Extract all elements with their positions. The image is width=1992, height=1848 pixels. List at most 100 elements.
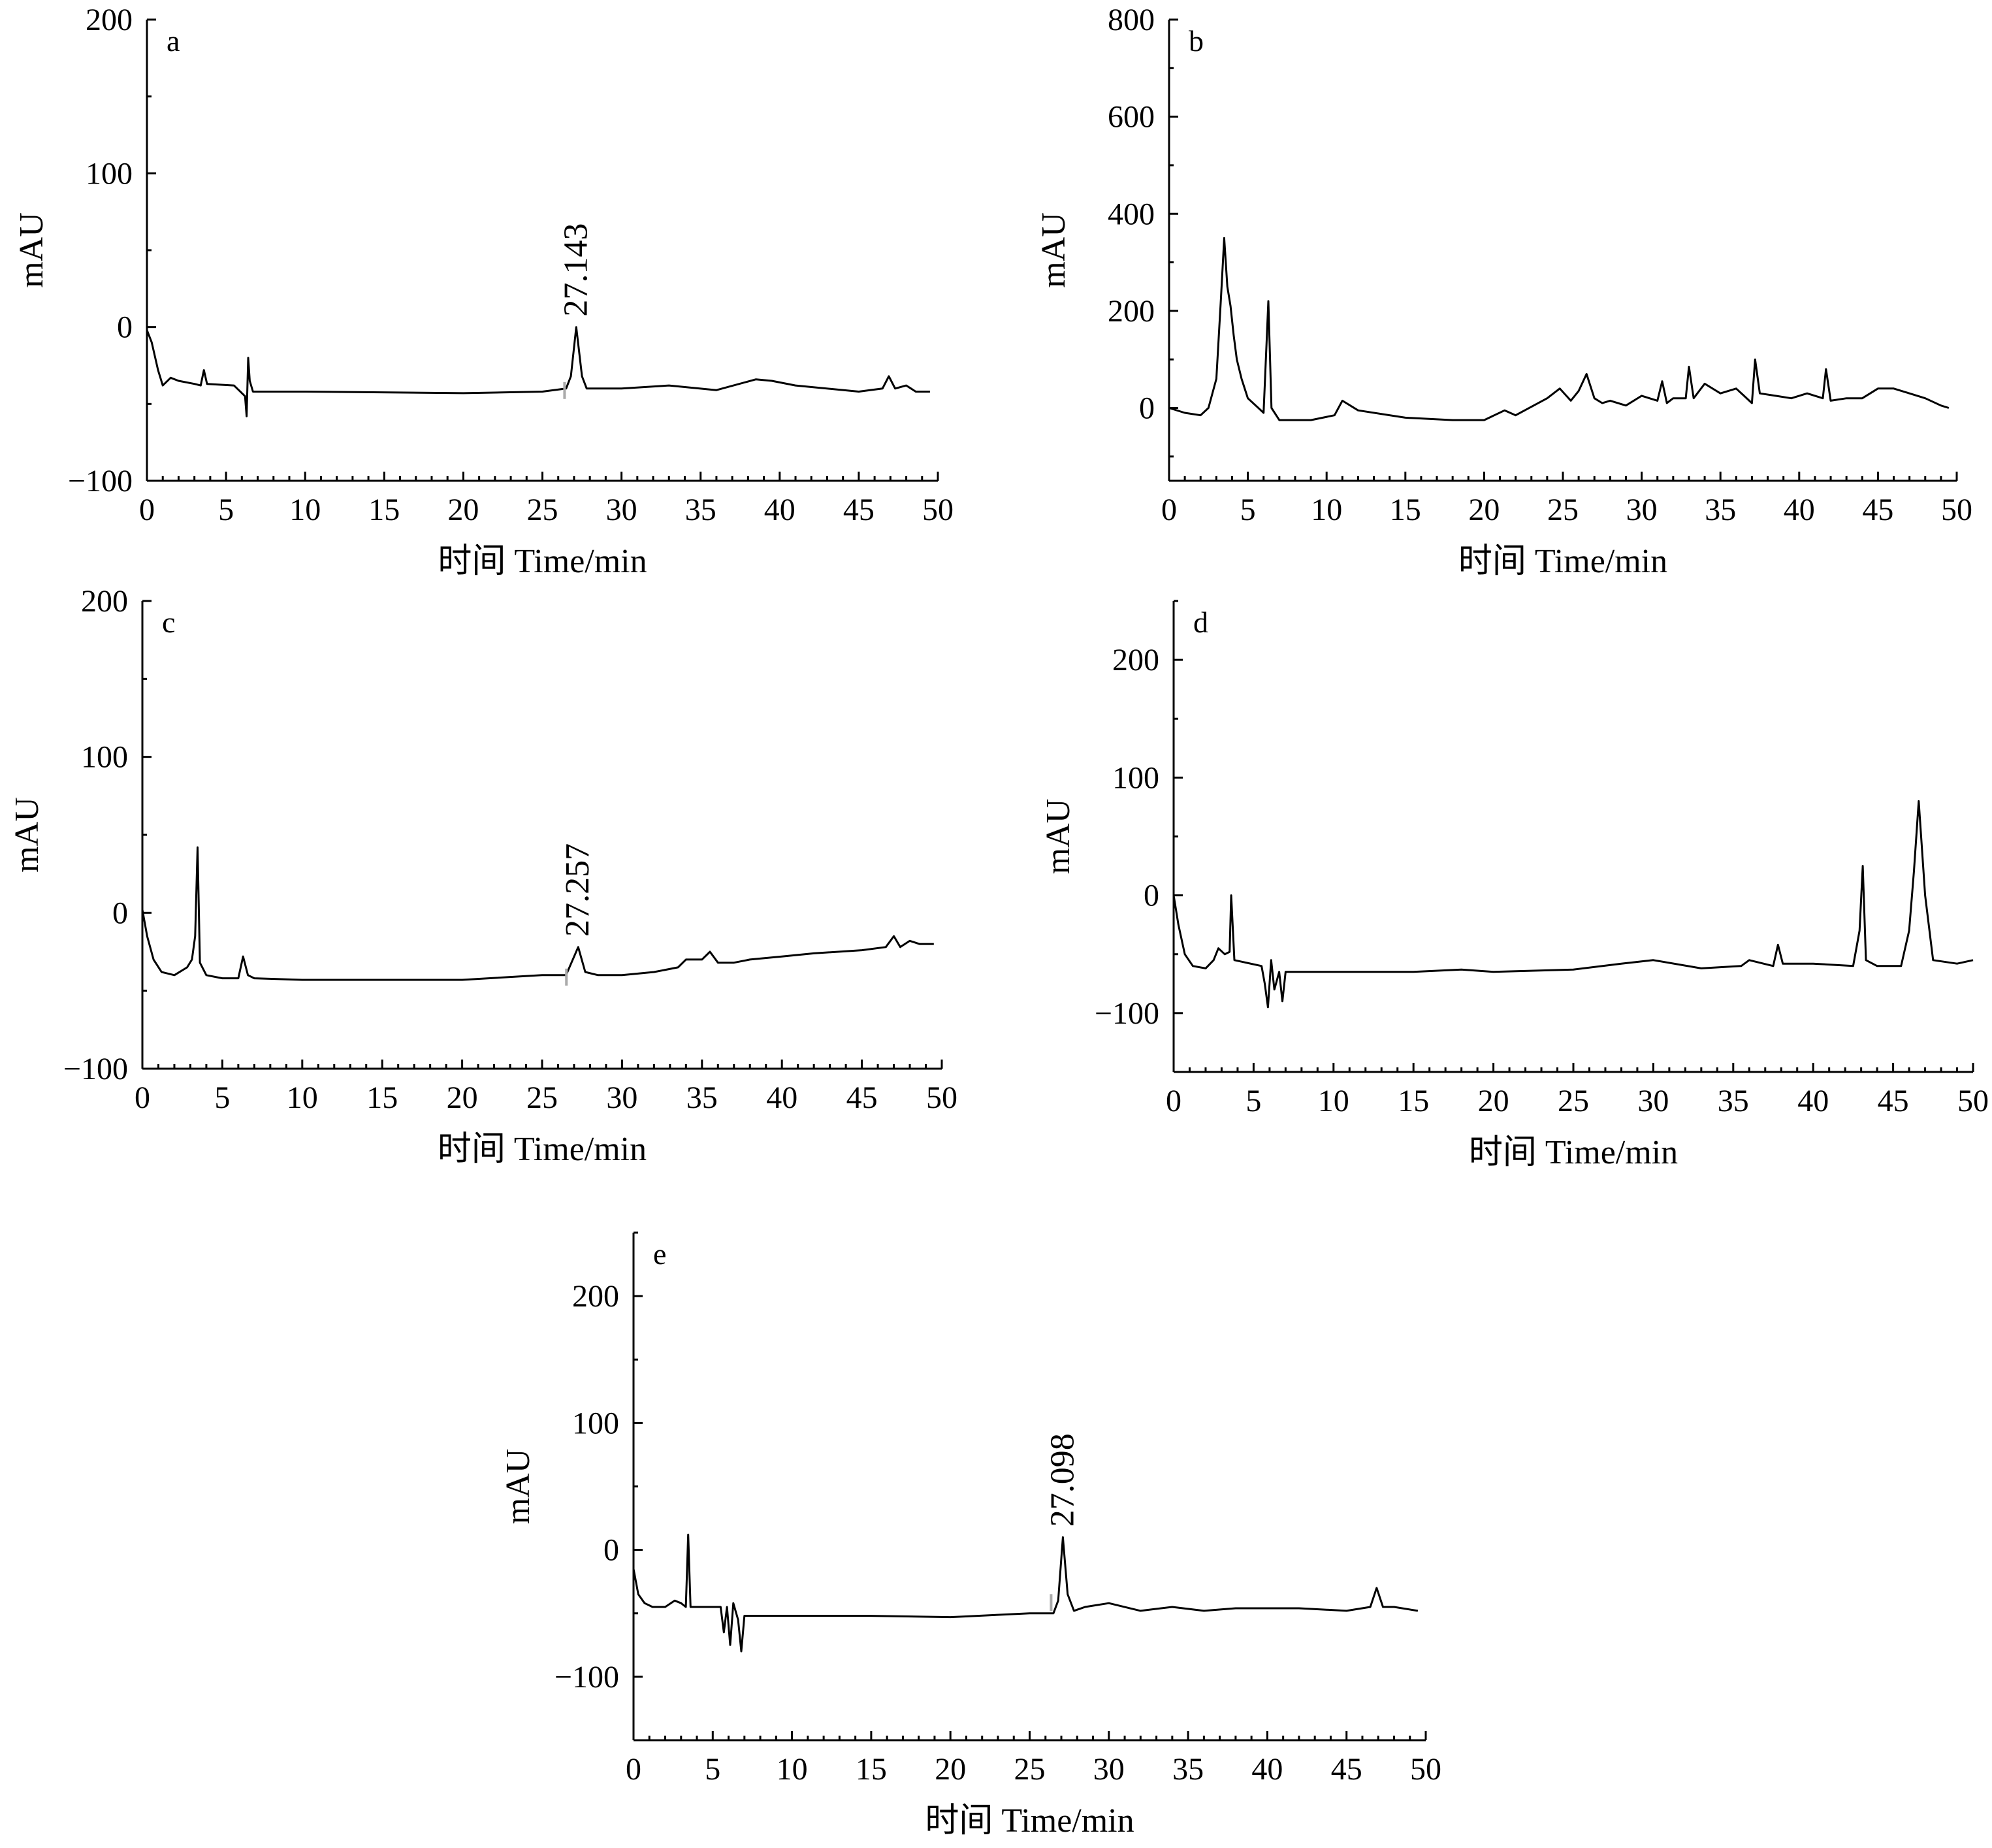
x-axis-title: 时间 Time/min <box>1458 543 1667 580</box>
x-tick-label: 35 <box>685 493 716 527</box>
x-tick-label: 20 <box>935 1752 966 1787</box>
x-tick-label: 50 <box>926 1080 957 1115</box>
x-tick-label: 15 <box>1390 493 1421 527</box>
x-tick-label: 10 <box>1318 1084 1349 1118</box>
y-tick-label: 200 <box>1112 643 1159 677</box>
x-tick-label: 40 <box>1251 1752 1283 1787</box>
y-tick-label: 100 <box>1112 760 1159 795</box>
y-tick-label: 100 <box>81 740 128 775</box>
x-tick-label: 20 <box>1478 1084 1509 1118</box>
chromatogram-trace <box>141 846 934 981</box>
x-tick-label: 20 <box>447 1080 478 1115</box>
x-tick-label: 15 <box>368 493 400 527</box>
x-tick-label: 20 <box>447 493 479 527</box>
y-axis-title: mAU <box>1035 212 1072 288</box>
x-tick-label: 30 <box>606 1080 637 1115</box>
x-tick-label: 30 <box>1626 493 1658 527</box>
x-tick-label: 35 <box>1718 1084 1749 1118</box>
x-tick-label: 10 <box>777 1752 808 1787</box>
y-tick-label: 200 <box>86 3 133 37</box>
y-tick-label: 0 <box>112 896 128 930</box>
y-axis-title: mAU <box>8 797 46 873</box>
chromatogram-trace <box>1168 236 1950 421</box>
x-tick-label: 15 <box>1398 1084 1429 1118</box>
chromatogram-trace <box>146 326 930 417</box>
x-tick-label: 15 <box>856 1752 887 1787</box>
chromatogram-panel-b: 0 5 10 15 20 25 30 35 40 45 50 0 200 400 600 800 时间 Time… <box>1035 3 1972 580</box>
y-tick-label: 0 <box>603 1533 619 1568</box>
x-tick-label: 0 <box>1166 1084 1181 1118</box>
x-tick-label: 5 <box>1245 1084 1261 1118</box>
chromatogram-trace <box>632 1533 1419 1653</box>
y-tick-label: −100 <box>63 1052 128 1086</box>
chromatogram-trace <box>1172 800 1974 1009</box>
x-tick-label: 20 <box>1468 493 1500 527</box>
x-tick-label: 10 <box>1311 493 1342 527</box>
x-tick-label: 50 <box>1410 1752 1441 1787</box>
x-tick-label: 25 <box>1547 493 1579 527</box>
x-tick-label: 5 <box>218 493 234 527</box>
y-tick-label: 100 <box>572 1406 619 1440</box>
x-tick-label: 25 <box>1014 1752 1046 1787</box>
y-tick-label: 0 <box>117 310 133 345</box>
x-tick-label: 45 <box>846 1080 878 1115</box>
x-tick-label: 35 <box>1705 493 1736 527</box>
x-tick-label: 40 <box>1797 1084 1829 1118</box>
y-tick-label: 400 <box>1108 197 1155 231</box>
x-tick-label: 35 <box>1172 1752 1204 1787</box>
y-tick-label: −100 <box>554 1660 619 1694</box>
chromatogram-panel-d: 0 5 10 15 20 25 30 35 40 45 50 −100 0 100 200 时间 Time/m… <box>1040 600 1989 1171</box>
x-tick-label: 25 <box>1558 1084 1589 1118</box>
panel-letter: e <box>653 1237 666 1271</box>
x-tick-label: 25 <box>527 493 558 527</box>
x-tick-label: 45 <box>1862 493 1893 527</box>
x-tick-label: 40 <box>764 493 795 527</box>
x-tick-label: 10 <box>287 1080 318 1115</box>
x-tick-label: 10 <box>289 493 321 527</box>
x-tick-label: 35 <box>686 1080 718 1115</box>
y-tick-label: 0 <box>1144 879 1159 913</box>
x-tick-label: 0 <box>626 1752 641 1787</box>
y-tick-label: 0 <box>1139 391 1155 426</box>
x-tick-label: 0 <box>135 1080 150 1115</box>
panel-letter: c <box>162 606 175 639</box>
y-tick-label: 100 <box>86 156 133 191</box>
y-axis-title: mAU <box>13 212 50 288</box>
x-tick-label: 25 <box>526 1080 558 1115</box>
x-axis-title: 时间 Time/min <box>438 1131 647 1168</box>
x-tick-label: 0 <box>139 493 155 527</box>
x-tick-label: 5 <box>1240 493 1256 527</box>
y-tick-label: 200 <box>81 584 128 619</box>
x-tick-label: 45 <box>843 493 875 527</box>
x-tick-label: 45 <box>1878 1084 1909 1118</box>
x-tick-label: 30 <box>606 493 637 527</box>
y-tick-label: −100 <box>1095 996 1159 1031</box>
x-axis-title: 时间 Time/min <box>438 543 647 580</box>
peak-retention-label: 27.098 <box>1044 1433 1081 1527</box>
x-tick-label: 15 <box>366 1080 398 1115</box>
panel-letter: d <box>1193 606 1208 639</box>
x-tick-label: 40 <box>766 1080 797 1115</box>
x-tick-label: 30 <box>1637 1084 1669 1118</box>
panel-letter: a <box>167 24 180 57</box>
peak-retention-label: 27.143 <box>557 223 594 317</box>
x-tick-label: 5 <box>214 1080 230 1115</box>
y-tick-label: 200 <box>572 1279 619 1314</box>
panel-letter: b <box>1189 24 1204 57</box>
x-tick-label: 45 <box>1331 1752 1362 1787</box>
x-tick-label: 5 <box>705 1752 720 1787</box>
y-axis-title: mAU <box>1040 799 1077 875</box>
x-tick-label: 50 <box>922 493 954 527</box>
x-tick-label: 0 <box>1161 493 1177 527</box>
y-tick-label: −100 <box>68 464 133 498</box>
x-axis-title: 时间 Time/min <box>925 1802 1134 1840</box>
x-tick-label: 50 <box>1957 1084 1989 1118</box>
x-tick-label: 50 <box>1941 493 1972 527</box>
chromatogram-panel-e: 0 5 10 15 20 25 30 35 40 45 50 −100 0 100 200 时间 Time/m… <box>500 1231 1441 1840</box>
x-tick-label: 30 <box>1093 1752 1125 1787</box>
y-tick-label: 800 <box>1108 3 1155 37</box>
peak-retention-label: 27.257 <box>559 843 596 937</box>
